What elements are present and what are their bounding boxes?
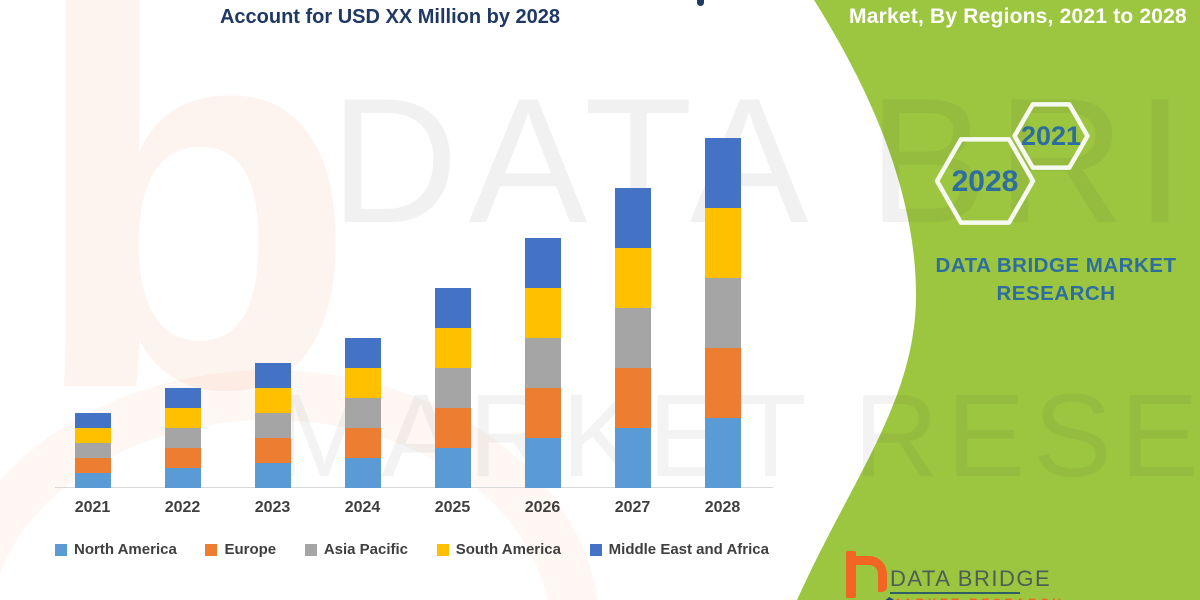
segment-2022-asia-pacific: [164, 428, 201, 448]
segment-2023-asia-pacific: [254, 413, 291, 438]
segment-2025-south-america: [434, 328, 471, 368]
segment-2024-north-america: [344, 458, 381, 488]
legend-item-north-america: North America: [55, 541, 177, 558]
segment-2028-middle-east-and-africa: [704, 138, 741, 208]
x-axis-label-2021: 2021: [74, 499, 111, 516]
stacked-bar-2028: [704, 138, 741, 488]
x-axis-label-2027: 2027: [614, 499, 651, 516]
segment-2026-europe: [524, 388, 561, 438]
legend-swatch-icon: [436, 543, 449, 556]
segment-2026-asia-pacific: [524, 338, 561, 388]
legend-label: Middle East and Africa: [608, 541, 769, 558]
segment-2023-north-america: [254, 463, 291, 488]
footer-brand-subtitle: MARKET RESEARCH: [890, 596, 1065, 600]
footer-brand-name: DATA BRIDGE: [890, 566, 1052, 591]
segment-2022-middle-east-and-africa: [164, 388, 201, 408]
segment-2023-south-america: [254, 388, 291, 413]
hexagon-2021-icon: [1012, 102, 1090, 170]
segment-2024-middle-east-and-africa: [344, 338, 381, 368]
x-axis-line: [55, 487, 773, 488]
dbmr-logo-bowl-icon: [852, 556, 887, 592]
panel-brand-caption: DATA BRIDGE MARKET RESEARCH: [935, 254, 1177, 305]
stacked-bar-2026: [524, 238, 561, 488]
x-axis-label-2023: 2023: [254, 499, 291, 516]
stacked-bar-2021: [74, 413, 111, 488]
legend-label: North America: [74, 541, 177, 558]
legend-item-middle-east-and-africa: Middle East and Africa: [589, 541, 769, 558]
legend-item-europe: Europe: [205, 541, 276, 558]
segment-2021-south-america: [74, 428, 111, 443]
legend-swatch-icon: [589, 543, 602, 556]
legend-label: Asia Pacific: [323, 541, 409, 558]
stacked-bar-2023: [254, 363, 291, 488]
chart-title: Account for USD XX Million by 2028: [219, 6, 561, 28]
x-axis-label-2022: 2022: [164, 499, 201, 516]
segment-2025-europe: [434, 408, 471, 448]
legend-item-asia-pacific: Asia Pacific: [304, 541, 409, 558]
footer-brand-rule: [890, 592, 1020, 594]
segment-2022-north-america: [164, 468, 201, 488]
panel-heading: Market, By Regions, 2021 to 2028: [849, 5, 1187, 28]
legend: North America Europe Asia Pacific South Ame…: [55, 541, 769, 558]
clipped-title-fragment: [697, 0, 704, 6]
segment-2021-north-america: [74, 473, 111, 488]
segment-2022-south-america: [164, 408, 201, 428]
segment-2028-asia-pacific: [704, 278, 741, 348]
segment-2028-south-america: [704, 208, 741, 278]
segment-2024-south-america: [344, 368, 381, 398]
x-axis-label-2024: 2024: [344, 499, 381, 516]
legend-label: South America: [455, 541, 561, 558]
stacked-bar-2027: [614, 188, 651, 488]
legend-swatch-icon: [304, 543, 317, 556]
segment-2021-asia-pacific: [74, 443, 111, 458]
segment-2027-europe: [614, 368, 651, 428]
watermark-text-line1: DATA BRIDGE: [330, 61, 1200, 260]
segment-2027-north-america: [614, 428, 651, 488]
segment-2028-europe: [704, 348, 741, 418]
segment-2027-middle-east-and-africa: [614, 188, 651, 248]
segment-2026-north-america: [524, 438, 561, 488]
segment-2027-south-america: [614, 248, 651, 308]
segment-2023-europe: [254, 438, 291, 463]
dbmr-logo-icon: [846, 551, 856, 598]
segment-2025-middle-east-and-africa: [434, 288, 471, 328]
segment-2024-asia-pacific: [344, 398, 381, 428]
segment-2027-asia-pacific: [614, 308, 651, 368]
segment-2025-asia-pacific: [434, 368, 471, 408]
segment-2026-south-america: [524, 288, 561, 338]
stacked-bar-2025: [434, 288, 471, 488]
segment-2023-middle-east-and-africa: [254, 363, 291, 388]
segment-2025-north-america: [434, 448, 471, 488]
legend-swatch-icon: [55, 543, 67, 556]
legend-swatch-icon: [205, 543, 218, 556]
legend-item-south-america: South America: [436, 541, 561, 558]
hexagon-2028-label: 2028: [952, 165, 1019, 198]
segment-2024-europe: [344, 428, 381, 458]
segment-2021-europe: [74, 458, 111, 473]
legend-label: Europe: [224, 541, 277, 558]
x-axis-label-2026: 2026: [524, 499, 561, 516]
hexagon-2021-label: 2021: [1021, 121, 1081, 151]
segment-2021-middle-east-and-africa: [74, 413, 111, 428]
x-axis-label-2028: 2028: [704, 499, 741, 516]
segment-2022-europe: [164, 448, 201, 468]
stacked-bar-2022: [164, 388, 201, 488]
segment-2026-middle-east-and-africa: [524, 238, 561, 288]
hexagon-2028-icon: [934, 137, 1036, 225]
x-axis-label-2025: 2025: [434, 499, 471, 516]
stacked-bar-2024: [344, 338, 381, 488]
segment-2028-north-america: [704, 418, 741, 488]
